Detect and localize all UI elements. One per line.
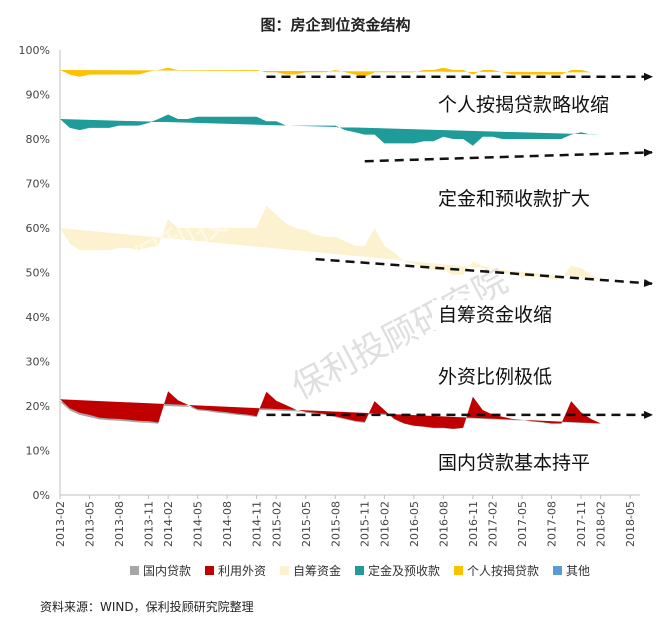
x-tick-label: 2014-08 (221, 501, 234, 547)
y-tick-label: 40% (26, 311, 50, 324)
x-tick-label: 2018-05 (624, 501, 637, 547)
y-tick-label: 30% (26, 356, 50, 369)
x-tick-label: 2013-05 (83, 501, 96, 547)
y-tick-label: 0% (33, 489, 50, 502)
legend-item: 自筹资金 (279, 562, 341, 579)
legend-swatch (204, 566, 214, 575)
legend-label: 自筹资金 (292, 564, 341, 578)
legend-label: 国内贷款 (142, 564, 191, 578)
watermark-text: 保利投顾研究院 (125, 136, 354, 283)
x-tick-label: 2015-08 (329, 501, 342, 547)
x-tick-label: 2016-11 (467, 501, 480, 547)
annotation-mortgage: 个人按揭贷款略收缩 (432, 90, 616, 120)
x-tick-label: 2015-11 (359, 501, 372, 547)
legend: 国内贷款 利用外资 自筹资金 定金及预收款 个人按揭贷款 其他 (70, 562, 650, 579)
legend-label: 定金及预收款 (368, 564, 441, 578)
annotation-selffund: 自筹资金收缩 (432, 300, 559, 330)
legend-label: 利用外资 (217, 564, 266, 578)
x-tick-label: 2016-08 (437, 501, 450, 547)
x-tick-label: 2013-11 (142, 501, 155, 547)
area-series-2 (60, 205, 601, 280)
x-tick-label: 2017-11 (575, 501, 588, 547)
chart-title: 图：房企到位资金结构 (260, 16, 411, 34)
legend-item: 其他 (553, 562, 590, 579)
x-tick-label: 2014-11 (251, 501, 264, 547)
y-tick-label: 100% (19, 44, 50, 57)
y-tick-label: 70% (26, 178, 50, 191)
legend-swatch (553, 566, 563, 575)
x-tick-label: 2015-05 (300, 501, 313, 547)
legend-swatch (279, 566, 289, 575)
x-tick-label: 2018-02 (595, 501, 608, 547)
x-tick-label: 2013-02 (54, 501, 67, 547)
legend-item: 利用外资 (204, 562, 266, 579)
legend-item: 个人按揭贷款 (454, 562, 539, 579)
legend-label: 个人按揭贷款 (467, 564, 540, 578)
y-tick-label: 80% (26, 133, 50, 146)
annotation-deposits: 定金和预收款扩大 (432, 184, 597, 214)
x-tick-label: 2017-02 (487, 501, 500, 547)
area-series-1 (60, 391, 601, 429)
x-tick-label: 2017-08 (546, 501, 559, 547)
legend-swatch (129, 566, 139, 575)
annotation-domestic-loan: 国内贷款基本持平 (432, 448, 597, 478)
area-series-3 (60, 114, 601, 146)
annotation-arrow-2 (315, 257, 653, 288)
x-tick-label: 2015-02 (270, 501, 283, 547)
x-tick-label: 2017-05 (516, 501, 529, 547)
y-tick-label: 60% (26, 222, 50, 235)
x-tick-label: 2014-02 (162, 501, 175, 547)
y-tick-label: 10% (26, 445, 50, 458)
annotation-foreign: 外资比例极低 (432, 362, 559, 392)
legend-item: 国内贷款 (129, 562, 191, 579)
x-tick-label: 2013-08 (113, 501, 126, 547)
y-tick-label: 20% (26, 400, 50, 413)
legend-swatch (454, 566, 464, 575)
x-tick-label: 2014-05 (192, 501, 205, 547)
legend-item: 定金及预收款 (355, 562, 440, 579)
y-tick-label: 50% (26, 267, 50, 280)
area-series-4 (60, 67, 601, 77)
x-tick-label: 2016-05 (408, 501, 421, 547)
x-tick-label: 2016-02 (378, 501, 391, 547)
y-tick-label: 90% (26, 89, 50, 102)
legend-swatch (355, 566, 364, 575)
annotation-arrow-1 (364, 148, 653, 163)
source-note: 资料来源：WIND，保利投顾研究院整理 (40, 600, 254, 614)
legend-label: 其他 (566, 564, 591, 578)
